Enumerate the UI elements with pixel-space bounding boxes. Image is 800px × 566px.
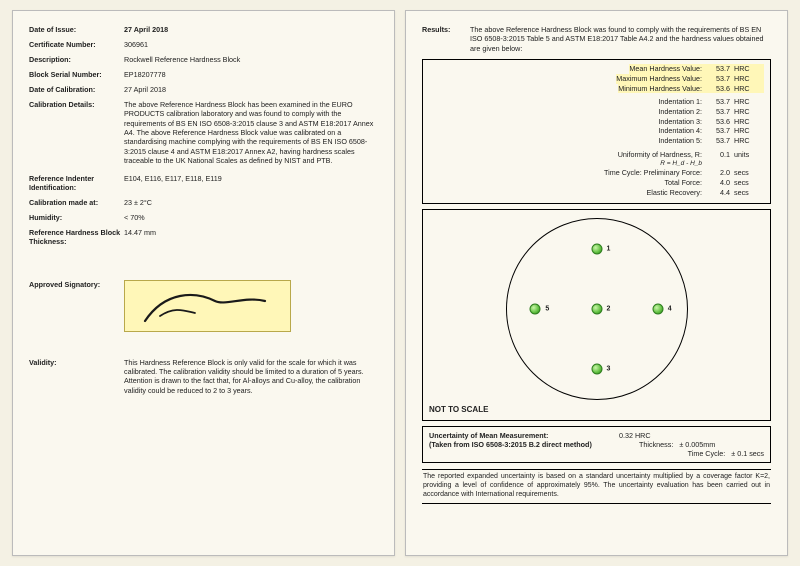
- highlight-row: Minimum Hardness Value:53.6HRC: [429, 84, 764, 94]
- unc-thick-value: ± 0.005mm: [679, 440, 715, 449]
- date-cal-value: 27 April 2018: [124, 85, 378, 94]
- indentation-dot-label: 1: [607, 246, 611, 253]
- cal-details-text: The above Reference Hardness Block has b…: [124, 100, 378, 166]
- time-cycle-row: Elastic Recovery:4.4secs: [429, 188, 764, 198]
- unc-tc-value: ± 0.1 secs: [731, 449, 764, 458]
- indentation-dot: [530, 304, 541, 315]
- time-cycle-row: Time Cycle: Preliminary Force:2.0secs: [429, 168, 764, 178]
- date-issue-label: Date of Issue:: [29, 25, 124, 34]
- indentation-row: Indentation 5:53.7HRC: [429, 136, 764, 146]
- highlight-row: Mean Hardness Value:53.7HRC: [429, 64, 764, 74]
- signature-icon: [125, 281, 290, 331]
- cal-details-label: Calibration Details:: [29, 100, 124, 166]
- cal-at-label: Calibration made at:: [29, 198, 124, 207]
- highlight-row: Maximum Hardness Value:53.7HRC: [429, 74, 764, 84]
- indentation-dot: [652, 304, 663, 315]
- results-label: Results:: [422, 25, 470, 53]
- indentation-dot-label: 4: [668, 306, 672, 313]
- date-cal-label: Date of Calibration:: [29, 85, 124, 94]
- cal-at-value: 23 ± 2°C: [124, 198, 378, 207]
- desc-label: Description:: [29, 55, 124, 64]
- uniformity-formula: R = H_d - H_b: [429, 160, 764, 169]
- humidity-label: Humidity:: [29, 213, 124, 222]
- right-page: Results: The above Reference Hardness Bl…: [405, 10, 788, 556]
- time-cycle-row: Total Force:4.0secs: [429, 178, 764, 188]
- cert-no-value: 306961: [124, 40, 378, 49]
- indentation-dot-label: 5: [545, 306, 549, 313]
- signature-box: [124, 280, 291, 332]
- indentation-dot: [591, 244, 602, 255]
- indentation-dot-label: 2: [607, 306, 611, 313]
- thickness-label: Reference Hardness Block Thickness:: [29, 228, 124, 246]
- indentation-row: Indentation 2:53.7HRC: [429, 107, 764, 117]
- serial-value: EP18207778: [124, 70, 378, 79]
- unc-mean-label: Uncertainty of Mean Measurement:: [429, 431, 609, 440]
- not-to-scale-label: NOT TO SCALE: [429, 405, 488, 414]
- unc-mean-value: 0.32 HRC: [609, 431, 651, 440]
- left-page: Date of Issue:27 April 2018 Certificate …: [12, 10, 395, 556]
- validity-label: Validity:: [29, 358, 124, 395]
- serial-label: Block Serial Number:: [29, 70, 124, 79]
- signatory-label: Approved Signatory:: [29, 280, 124, 289]
- results-text: The above Reference Hardness Block was f…: [470, 25, 771, 53]
- desc-value: Rockwell Reference Hardness Block: [124, 55, 378, 64]
- unc-method: (Taken from ISO 6508-3:2015 B.2 direct m…: [429, 440, 639, 449]
- thickness-value: 14.47 mm: [124, 228, 378, 246]
- date-issue-value: 27 April 2018: [124, 25, 378, 34]
- indentation-diagram: 1 2 3 4 5 NOT TO SCALE: [422, 209, 771, 421]
- unc-tc-label: Time Cycle:: [688, 449, 732, 458]
- indentation-dot: [591, 304, 602, 315]
- ref-indenter-label: Reference Indenter Identification:: [29, 174, 124, 192]
- indentation-row: Indentation 3:53.6HRC: [429, 117, 764, 127]
- uniformity-row: Uniformity of Hardness, R:0.1units: [429, 150, 764, 160]
- uncertainty-box: Uncertainty of Mean Measurement:0.32 HRC…: [422, 426, 771, 463]
- indentation-dot-label: 3: [607, 366, 611, 373]
- unc-thick-label: Thickness:: [639, 440, 679, 449]
- hardness-values-box: Mean Hardness Value:53.7HRCMaximum Hardn…: [422, 59, 771, 204]
- humidity-value: < 70%: [124, 213, 378, 222]
- footnote: The reported expanded uncertainty is bas…: [422, 469, 771, 503]
- validity-text: This Hardness Reference Block is only va…: [124, 358, 378, 395]
- ref-indenter-value: E104, E116, E117, E118, E119: [124, 174, 378, 192]
- indentation-dot: [591, 364, 602, 375]
- cert-no-label: Certificate Number:: [29, 40, 124, 49]
- indentation-row: Indentation 1:53.7HRC: [429, 97, 764, 107]
- indentation-row: Indentation 4:53.7HRC: [429, 126, 764, 136]
